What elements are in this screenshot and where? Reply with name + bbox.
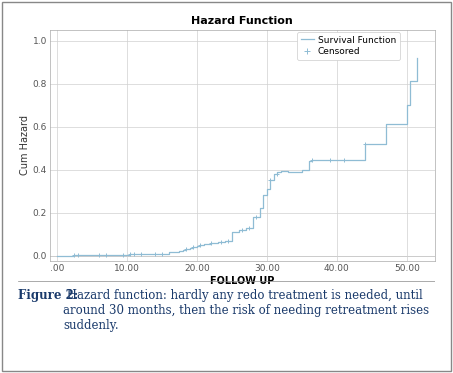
Title: Hazard Function: Hazard Function <box>192 16 293 26</box>
X-axis label: FOLLOW UP: FOLLOW UP <box>210 276 275 286</box>
Legend: Survival Function, Censored: Survival Function, Censored <box>297 32 400 60</box>
Text: Figure 2:: Figure 2: <box>18 289 78 302</box>
Text: Hazard function: hardly any redo treatment is needed, until around 30 months, th: Hazard function: hardly any redo treatme… <box>63 289 429 332</box>
Y-axis label: Cum Hazard: Cum Hazard <box>20 116 30 175</box>
